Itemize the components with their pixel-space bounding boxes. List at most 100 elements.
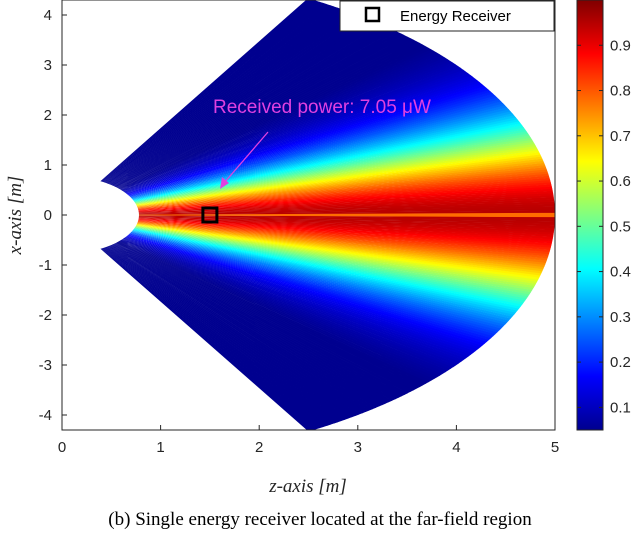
heatmap-cell	[114, 33, 405, 187]
heatmap-cell	[135, 225, 537, 286]
heatmap-cell	[138, 215, 555, 222]
heatmap-cell	[121, 239, 449, 373]
heatmap-cell	[137, 220, 550, 255]
heatmap-cell	[117, 241, 421, 389]
heatmap-cell	[137, 222, 547, 265]
heatmap-cell	[126, 80, 481, 195]
heatmap-cell	[137, 222, 547, 263]
heatmap-cell	[110, 244, 380, 408]
heatmap-cell	[138, 215, 555, 220]
heatmap-cell	[138, 220, 551, 250]
heatmap-cell	[108, 245, 363, 415]
heatmap-cell	[134, 227, 530, 297]
heatmap-cell	[119, 240, 432, 383]
heatmap-cell	[120, 240, 441, 378]
y-tick-label: -4	[39, 407, 52, 424]
heatmap-cell	[137, 221, 549, 259]
colorbar-ticks: 0.1 0.2 0.3 0.4 0.5 0.6 0.7 0.8 0.9	[577, 37, 631, 416]
heatmap-cell	[119, 47, 432, 190]
heatmap-cell	[130, 232, 506, 327]
heatmap-cell	[111, 23, 383, 186]
heatmap-cell	[138, 220, 551, 252]
heatmap-cell	[116, 39, 417, 188]
heatmap-cell	[131, 109, 511, 199]
figure: 0 1 2 3 4 5 4 3 2 1 0 -1 -2 -3 -4 Received power: 7.0…	[5, 0, 631, 497]
heatmap-cell	[130, 99, 502, 198]
heatmap-cell	[120, 239, 443, 376]
y-tick-label: -3	[39, 357, 52, 374]
heatmap-cell	[125, 74, 474, 194]
heatmap-cell	[103, 3, 331, 183]
heatmap-cell	[113, 243, 396, 401]
heatmap-cell	[134, 131, 529, 203]
heatmap-cell	[133, 121, 521, 201]
x-tick-label: 4	[452, 439, 460, 456]
heatmap-cell	[116, 242, 418, 391]
heatmap-cell	[106, 11, 352, 184]
heatmap-cell	[135, 225, 538, 284]
heatmap-cell	[103, 247, 335, 425]
energy-receiver-marker	[201, 206, 219, 224]
heatmap-cell	[102, 248, 324, 429]
heatmap-cell	[136, 224, 542, 276]
heatmap-cell	[123, 238, 459, 366]
heatmap-cell	[110, 245, 377, 410]
x-tick-label: 3	[354, 439, 362, 456]
heatmap-cell	[119, 50, 437, 190]
heatmap-cell	[131, 230, 513, 319]
heatmap-cell	[133, 119, 520, 201]
heatmap-cell	[138, 217, 554, 235]
heatmap-cell	[128, 91, 494, 197]
colorbar-tick-label: 0.1	[610, 399, 631, 416]
heatmap-cell	[134, 228, 526, 303]
heatmap-plot	[100, 0, 555, 430]
heatmap-cell	[114, 243, 402, 398]
y-tick-label: -1	[39, 257, 52, 274]
heatmap-cell	[138, 217, 555, 233]
heatmap-cell	[134, 227, 532, 295]
y-tick-label: 4	[44, 7, 52, 24]
heatmap-cell	[136, 224, 540, 280]
y-tick-label: 0	[44, 207, 52, 224]
heatmap-cell	[138, 218, 554, 239]
heatmap-cell	[137, 222, 546, 267]
heatmap-cell	[101, 248, 321, 430]
annotation-text: Received power: 7.05 μW	[213, 97, 431, 118]
heatmap-cell	[128, 89, 492, 196]
heatmap-cell	[131, 231, 510, 323]
heatmap-cell	[138, 216, 555, 229]
heatmap-cell	[107, 246, 360, 416]
heatmap-cell	[104, 247, 339, 424]
heatmap-cell	[108, 15, 363, 185]
heatmap-cell	[131, 231, 508, 325]
heatmap-cell	[121, 239, 446, 375]
heatmap-cell	[133, 228, 523, 307]
heatmap-cell	[120, 54, 443, 191]
heatmap-cell	[138, 214, 555, 218]
heatmap-cell	[138, 219, 552, 248]
heatmap-cell	[134, 133, 530, 203]
heatmap-cell	[124, 67, 464, 193]
heatmap-cell	[137, 221, 548, 261]
legend-marker	[364, 6, 381, 23]
heatmap-cell	[111, 24, 386, 186]
heatmap-cell	[121, 55, 446, 191]
heatmap-cell	[125, 236, 474, 355]
x-axis-ticks: 0 1 2 3 4 5	[58, 425, 559, 456]
colorbar-tick-label: 0.2	[610, 354, 631, 371]
heatmap-cell	[109, 17, 369, 185]
heatmap-cell	[114, 31, 402, 187]
heatmap-cell	[107, 12, 356, 184]
heatmap-cell	[131, 107, 509, 199]
heatmap-cell	[117, 42, 423, 189]
heatmap-cell	[138, 219, 552, 246]
heatmap-cell	[138, 215, 555, 224]
heatmap-cell	[117, 41, 420, 189]
heatmap-cell	[115, 242, 409, 395]
heatmap-cell	[126, 78, 478, 195]
heatmap-cell	[125, 236, 472, 357]
heatmap-cell	[109, 245, 373, 411]
heatmap-cell	[120, 52, 440, 190]
heatmap-cell	[123, 64, 459, 192]
heatmap-cell	[115, 242, 412, 394]
